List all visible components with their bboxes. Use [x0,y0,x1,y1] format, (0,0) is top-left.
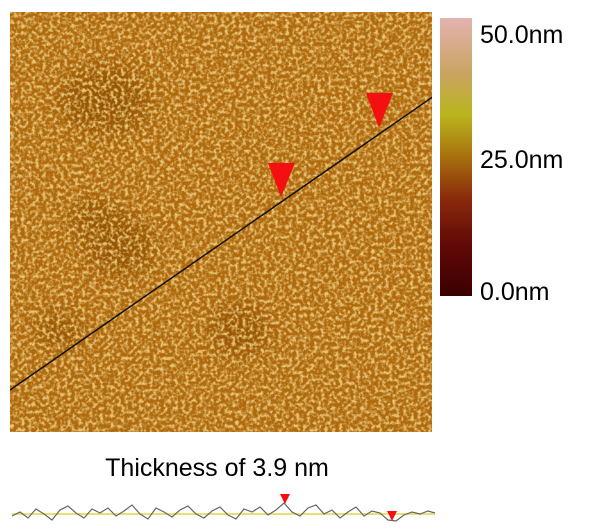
profile-trace [12,503,435,521]
caption: Thickness of 3.9 nm [105,454,329,482]
colorbar-label: 50.0nm [480,21,563,49]
figure: 50.0nm 25.0nm 0.0nm Thickness of 3.9 nm [0,0,604,529]
colorbar-label: 25.0nm [480,146,563,174]
colorbar-label: 0.0nm [480,278,549,306]
surface-grain [10,12,432,432]
afm-image [10,12,434,432]
profile-marker [280,494,290,504]
height-profile [12,494,435,521]
colorbar [440,18,472,296]
